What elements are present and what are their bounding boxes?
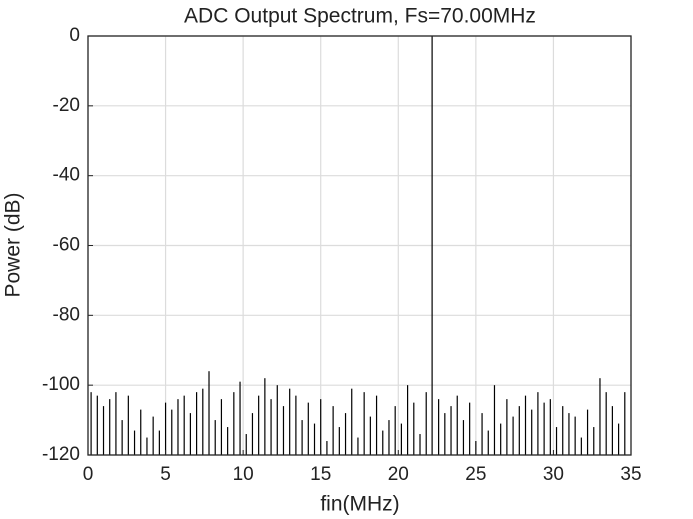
y-tick-label: -60 [53, 235, 80, 256]
y-tick-label: -120 [42, 444, 80, 465]
y-tick-label: -20 [53, 95, 80, 116]
x-tick-label: 25 [465, 464, 486, 485]
y-tick-label: -100 [42, 374, 80, 395]
y-tick-label: -40 [53, 165, 80, 186]
x-tick-label: 0 [83, 464, 94, 485]
x-tick-label: 15 [310, 464, 331, 485]
x-tick-label: 30 [543, 464, 564, 485]
y-tick-label: -80 [53, 304, 80, 325]
x-axis-label: fin(MHz) [320, 493, 399, 516]
x-tick-label: 35 [620, 464, 641, 485]
x-tick-label: 5 [160, 464, 171, 485]
x-tick-label: 20 [388, 464, 409, 485]
chart-title: ADC Output Spectrum, Fs=70.00MHz [184, 5, 536, 28]
x-tick-label: 10 [233, 464, 254, 485]
y-axis-label: Power (dB) [2, 192, 25, 297]
y-tick-label: 0 [69, 25, 80, 46]
marks [90, 36, 626, 455]
